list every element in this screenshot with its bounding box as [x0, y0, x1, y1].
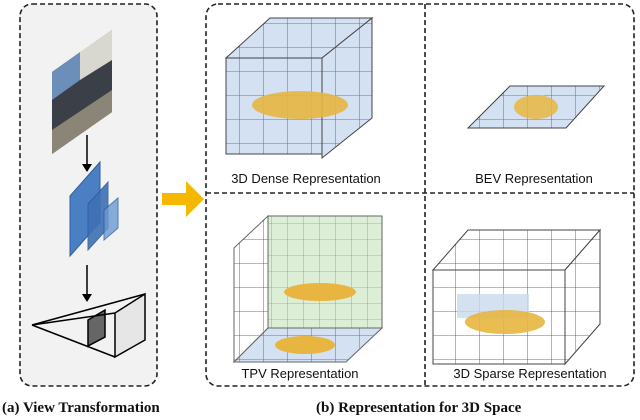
sparse-cube-icon: [431, 228, 602, 366]
bev-label: BEV Representation: [475, 171, 593, 186]
arrow-down-1: [82, 135, 92, 172]
arrow-down-2: [82, 265, 92, 302]
camera-image: [52, 30, 112, 154]
taxi-image: [275, 336, 335, 354]
taxi-image: [284, 283, 356, 301]
dense-cube-icon: [224, 16, 374, 160]
dense-label: 3D Dense Representation: [231, 171, 381, 186]
transition-arrow: [162, 181, 204, 217]
caption-b: (b) Representation for 3D Space: [316, 400, 522, 416]
view-frustum-icon: [31, 292, 146, 359]
caption-a: (a) View Transformation: [2, 400, 160, 416]
tpv-label: TPV Representation: [241, 366, 359, 381]
bev-grid-icon: [466, 85, 606, 129]
taxi-image: [465, 310, 545, 334]
feature-map-icon: [69, 160, 119, 258]
taxi-image: [252, 91, 348, 119]
taxi-image: [514, 95, 558, 119]
tpv-planes-icon: [232, 214, 384, 364]
sparse-label: 3D Sparse Representation: [453, 366, 607, 381]
